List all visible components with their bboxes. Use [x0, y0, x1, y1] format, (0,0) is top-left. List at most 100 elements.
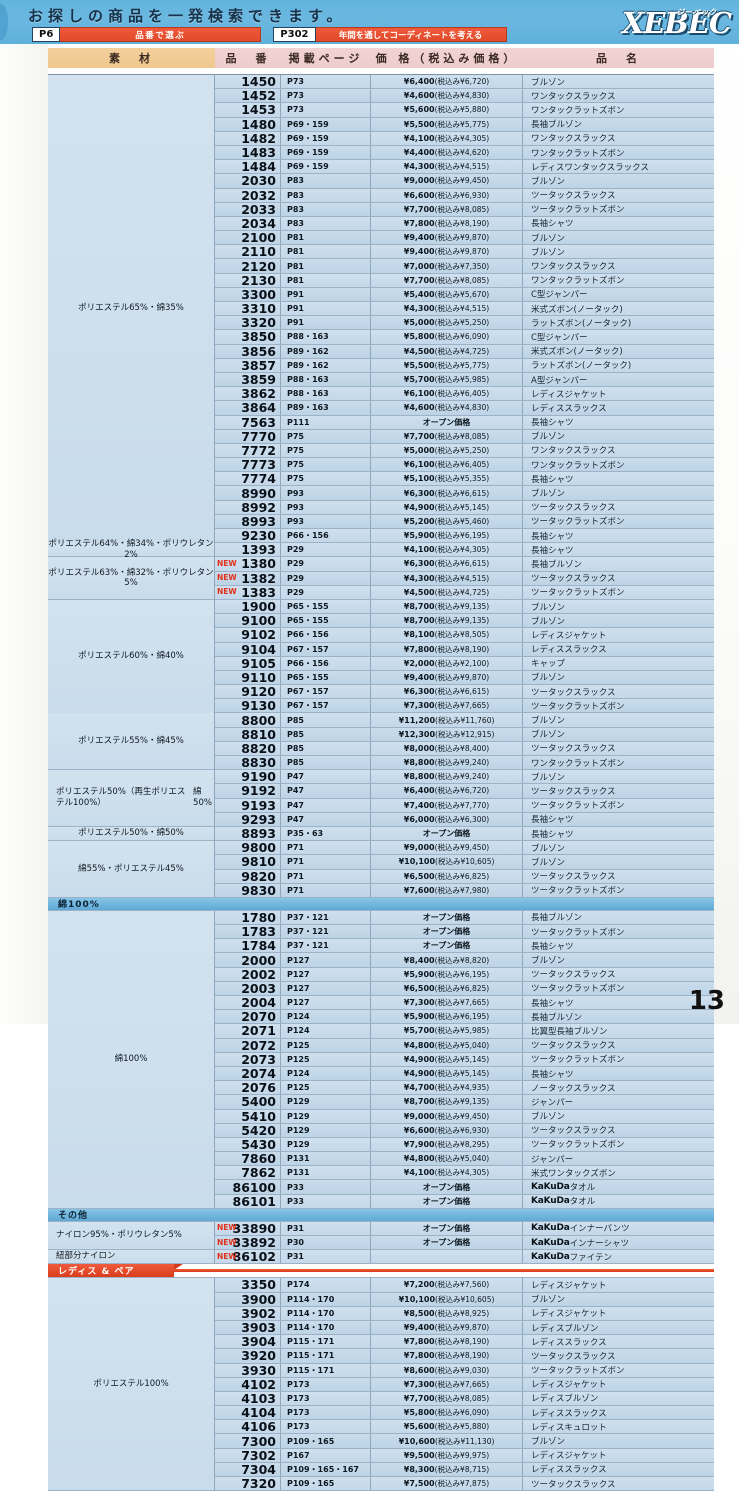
cell-price: ¥7,300 (税込み¥7,665) [371, 996, 523, 1010]
cell-product-name: ブルゾン [531, 1112, 566, 1123]
cell-product-number: 8830 [215, 756, 281, 770]
cell-page-reference: P33 [281, 1194, 371, 1208]
cell-product-name: 長袖ブルゾン [531, 913, 583, 924]
cell-price: ¥6,300 (税込み¥6,615) [371, 557, 523, 571]
pill-label-p6: 品番で選ぶ [60, 27, 262, 42]
cell-product-number: 7860 [215, 1152, 281, 1166]
cell-product-number: 8893 [215, 826, 281, 841]
cell-page-reference: P37・121 [281, 910, 371, 925]
cell-product-name: レディスジャケット [531, 389, 607, 400]
pill-code-p302: P302 [273, 27, 316, 42]
cell-page-reference: P37・121 [281, 925, 371, 939]
cell-price: オープン価格 [371, 1221, 523, 1235]
cell-page-reference: P31 [281, 1250, 371, 1264]
cell-page-reference: P75 [281, 472, 371, 486]
price-tax-included: (税込み¥9,870) [434, 247, 490, 257]
cell-page-reference: P173 [281, 1406, 371, 1420]
material-group: 紐部分ナイロン NEW 86102 P31 KaKuDa ファイテン [48, 1250, 714, 1265]
cell-page-reference: P65・155 [281, 599, 371, 614]
cell-price: オープン価格 [371, 1236, 523, 1250]
cell-product-name: 長袖シャツ [531, 474, 574, 485]
new-badge: NEW [217, 1237, 237, 1247]
cell-product-number: 1784 [215, 939, 281, 953]
cell-product-name: レディスジャケット [531, 1309, 607, 1320]
nav-pill-p302[interactable]: P302 年間を通してコーディネートを考える [273, 27, 507, 42]
cell-product-name: 長袖ブルゾン [531, 559, 583, 570]
new-badge: NEW [217, 558, 237, 568]
cell-product-name: ツータックラットズボン [531, 1366, 625, 1377]
cell-price: ¥8,700 (税込み¥9,135) [371, 599, 523, 614]
cell-price: ¥4,900 (税込み¥5,145) [371, 500, 523, 514]
cell-page-reference: P69・159 [281, 117, 371, 131]
cell-product-name: レディススラックス [531, 403, 607, 414]
cell-product-name: ツータックラットズボン [531, 517, 625, 528]
cell-product-number: 8820 [215, 741, 281, 755]
cell-product-number: 7773 [215, 458, 281, 472]
cell-product-name: 長袖シャツ [531, 941, 574, 952]
cell-product-number: 1783 [215, 925, 281, 939]
price-tax-included: (税込み¥7,350) [434, 261, 490, 271]
material-group: ポリエステル50%（再生ポリエステル100%） 綿50% 9190 P47 ¥8,800… [48, 770, 714, 827]
cell-product-number: 4106 [215, 1420, 281, 1434]
price-tax-included: (税込み¥4,515) [434, 304, 490, 314]
cell-product-number: 2120 [215, 259, 281, 273]
cell-price: ¥5,600 (税込み¥5,880) [371, 1420, 523, 1434]
price-tax-included: (税込み¥8,925) [434, 1308, 490, 1318]
cell-product-name: KaKuDa タオル [531, 1182, 596, 1194]
cell-page-reference: P75 [281, 458, 371, 472]
cell-product-number: 1483 [215, 145, 281, 160]
cell-page-reference: P37・121 [281, 939, 371, 953]
material-label: ポリエステル50%（再生ポリエステル100%） 綿50% [48, 770, 215, 827]
cell-product-name: ツータックラットズボン [531, 588, 625, 599]
cell-page-reference: P127 [281, 953, 371, 967]
cell-price: ¥9,500 (税込み¥9,975) [371, 1448, 523, 1462]
cell-product-number: 9190 [215, 770, 281, 784]
cell-price: ¥7,700 (税込み¥8,085) [371, 1391, 523, 1406]
new-badge: NEW [217, 573, 237, 583]
cell-price: ¥5,200 (税込み¥5,460) [371, 514, 523, 528]
cell-page-reference: P29 [281, 557, 371, 571]
material-group: ポリエステル65%・綿35% 1450 P73 ¥6,400 (税込み¥6,720) ブル… [48, 75, 714, 544]
price-tax-included: (税込み¥9,450) [434, 1111, 490, 1121]
price-tax-included: (税込み¥9,135) [434, 602, 490, 612]
cell-product-number: 2034 [215, 216, 281, 231]
cell-price: ¥10,100 (税込み¥10,605) [371, 855, 523, 869]
price-tax-included: (税込み¥6,930) [434, 1125, 490, 1135]
cell-price: ¥5,000 (税込み¥5,250) [371, 443, 523, 458]
cell-price: ¥5,900 (税込み¥6,195) [371, 1010, 523, 1024]
cell-product-number: 7862 [215, 1166, 281, 1180]
cell-product-number: 1393 [215, 543, 281, 557]
price-tax-included: (税込み¥4,515) [434, 162, 490, 172]
brand-label: KaKuDa [531, 1182, 570, 1193]
cell-product-name: KaKuDa インナーパンツ [531, 1223, 630, 1235]
cell-page-reference: P47 [281, 798, 371, 812]
price-tax-included: (税込み¥6,615) [434, 687, 490, 697]
cell-product-number: 2110 [215, 245, 281, 259]
price-tax-included: (税込み¥4,305) [434, 545, 490, 555]
cell-price: オープン価格 [371, 925, 523, 939]
cell-product-number: 3350 [215, 1278, 281, 1292]
logo-kana: ジーベック [676, 8, 718, 17]
cell-product-number: 2070 [215, 1010, 281, 1024]
cell-price: ¥7,800 (税込み¥8,190) [371, 216, 523, 231]
price-tax-included: (税込み¥9,450) [434, 176, 490, 186]
cell-page-reference: P47 [281, 784, 371, 798]
cell-product-number: NEW 33890 [215, 1221, 281, 1235]
cell-price: ¥7,700 (税込み¥8,085) [371, 429, 523, 443]
cell-product-name: ツータックスラックス [531, 970, 616, 981]
material-label: ポリエステル100% [48, 1278, 215, 1491]
cell-product-number: 7563 [215, 415, 281, 429]
cell-product-name: 長袖シャツ [531, 219, 574, 230]
price-tax-included: (税込み¥12,915) [435, 729, 495, 739]
cell-product-name: KaKuDa タオル [531, 1196, 596, 1208]
cell-product-number: 9193 [215, 798, 281, 812]
cell-product-name: ブルゾン [531, 247, 566, 258]
cell-price: オープン価格 [371, 1194, 523, 1208]
cell-product-number: 2071 [215, 1024, 281, 1038]
new-badge: NEW [217, 1251, 237, 1261]
price-tax-included: (税込み¥6,195) [434, 531, 490, 541]
price-tax-included: (税込み¥8,820) [434, 955, 490, 965]
cell-page-reference: P91 [281, 316, 371, 330]
cell-price: ¥7,800 (税込み¥8,190) [371, 1335, 523, 1349]
nav-pill-p6[interactable]: P6 品番で選ぶ [32, 27, 262, 42]
